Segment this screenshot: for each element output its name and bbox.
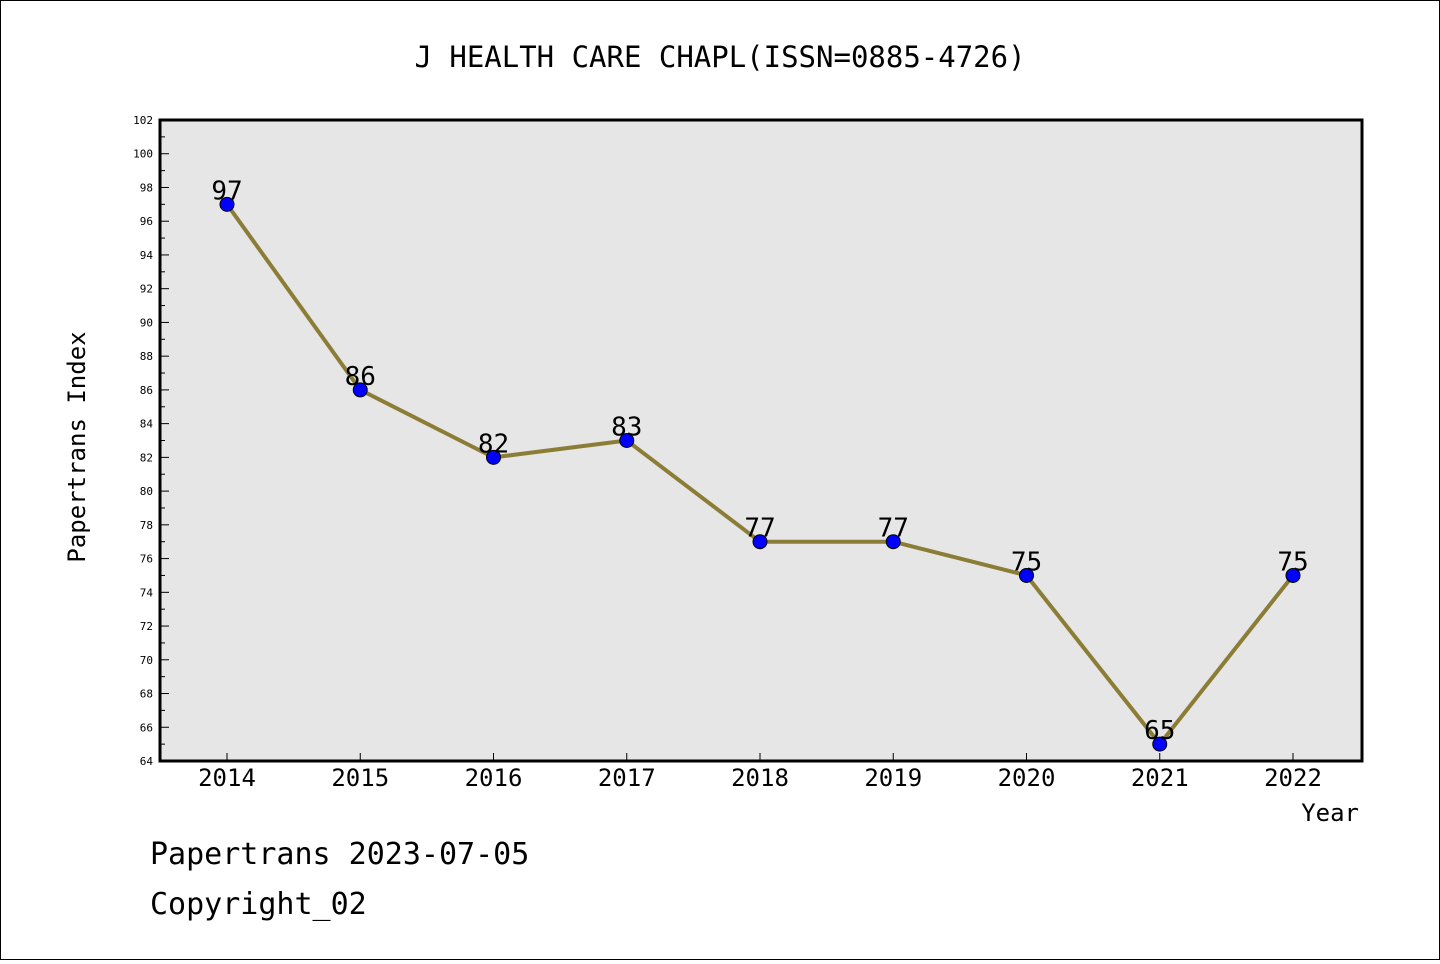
- y-tick-label: 80: [140, 485, 153, 498]
- footer-date: Papertrans 2023-07-05: [150, 837, 529, 872]
- data-label: 86: [345, 362, 376, 392]
- data-label: 82: [478, 429, 509, 459]
- x-tick-label: 2018: [731, 764, 789, 792]
- footer-copyright: Copyright_02: [150, 887, 367, 922]
- x-tick-label: 2020: [998, 764, 1056, 792]
- y-tick-label: 98: [140, 181, 153, 194]
- y-tick-label: 94: [140, 249, 154, 262]
- y-axis-label: Papertrans Index: [63, 331, 91, 562]
- y-tick-label: 74: [140, 586, 154, 599]
- y-tick-label: 102: [133, 114, 153, 127]
- y-tick-label: 66: [140, 721, 153, 734]
- data-label: 77: [744, 514, 775, 544]
- x-tick-label: 2019: [864, 764, 922, 792]
- plot-border: [158, 118, 1364, 763]
- x-tick-label: 2017: [598, 764, 656, 792]
- y-tick-label: 78: [140, 519, 153, 532]
- data-point: [885, 534, 901, 550]
- y-tick-label: 70: [140, 654, 153, 667]
- y-tick-label: 100: [133, 148, 153, 161]
- data-point: [352, 382, 368, 398]
- y-tick-label: 72: [140, 620, 153, 633]
- y-tick-label: 90: [140, 316, 153, 329]
- y-tick-label: 86: [140, 384, 153, 397]
- y-tick-label: 64: [140, 755, 154, 768]
- plot-area: [160, 120, 1362, 761]
- y-tick-label: 76: [140, 553, 153, 566]
- data-label: 75: [1277, 547, 1308, 577]
- data-point: [1152, 736, 1168, 752]
- data-label: 83: [611, 413, 642, 443]
- data-label: 65: [1144, 716, 1175, 746]
- y-tick-label: 84: [140, 418, 154, 431]
- y-tick-label: 96: [140, 215, 153, 228]
- data-label: 75: [1011, 547, 1042, 577]
- x-tick-label: 2014: [198, 764, 256, 792]
- data-label: 77: [878, 514, 909, 544]
- data-point: [619, 433, 635, 448]
- data-point: [219, 196, 235, 212]
- x-tick-label: 2016: [465, 764, 523, 792]
- y-tick-label: 82: [140, 451, 153, 464]
- data-point: [486, 449, 501, 465]
- x-tick-label: 2021: [1131, 764, 1189, 792]
- x-tick-label: 2022: [1264, 764, 1322, 792]
- x-tick-label: 2015: [331, 764, 389, 792]
- data-point: [1285, 567, 1301, 583]
- x-axis-label: Year: [1301, 799, 1359, 827]
- y-tick-label: 92: [140, 283, 153, 296]
- chart-title: J HEALTH CARE CHAPL(ISSN=0885-4726): [414, 40, 1025, 74]
- data-label: 97: [211, 176, 242, 206]
- y-tick-label: 68: [140, 688, 153, 701]
- data-point: [1019, 567, 1034, 583]
- y-tick-label: 88: [140, 350, 153, 363]
- data-point: [752, 534, 768, 550]
